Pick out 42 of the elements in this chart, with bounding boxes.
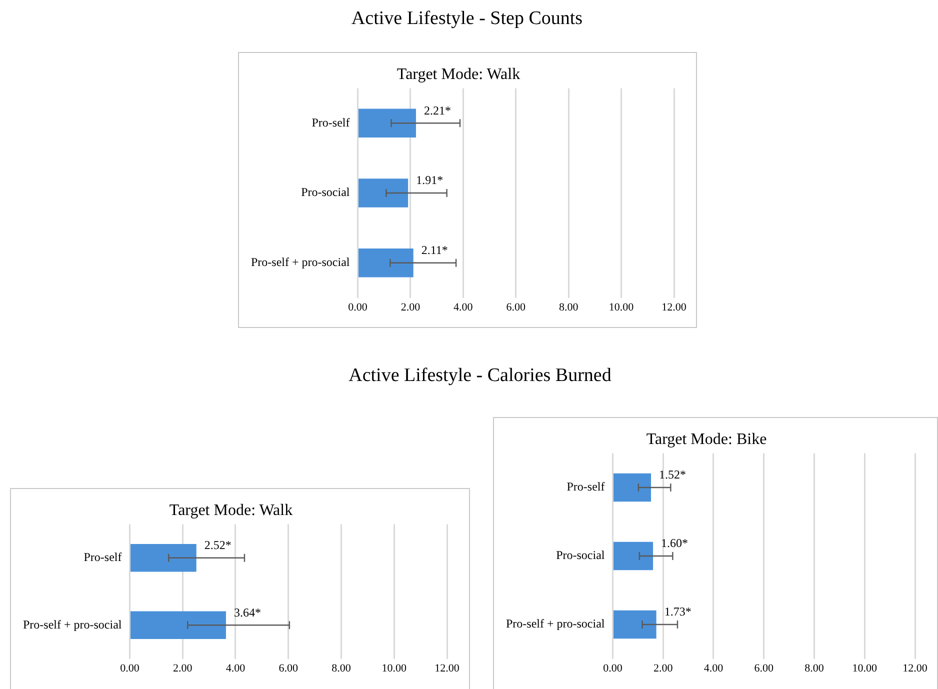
chart-subtitle: Target Mode: Walk <box>169 502 293 519</box>
x-tick-label: 2.00 <box>400 301 421 314</box>
x-tick-label: 12.00 <box>434 662 460 674</box>
x-tick-label: 8.00 <box>332 662 352 674</box>
x-tick-label: 10.00 <box>852 662 878 674</box>
chart-subtitle: Target Mode: Walk <box>396 66 520 83</box>
data-label: 1.91* <box>416 173 444 188</box>
x-tick-label: 6.00 <box>754 662 774 674</box>
x-tick-label: 4.00 <box>704 662 724 674</box>
data-label: 1.52* <box>659 468 686 482</box>
y-tick-label: Pro-self + pro-social <box>22 617 122 632</box>
x-tick-label: 12.00 <box>902 662 928 674</box>
x-tick-label: 6.00 <box>506 301 526 314</box>
data-label: 1.60* <box>661 536 688 550</box>
y-tick-label: Pro-self <box>566 480 605 494</box>
data-label: 2.11* <box>421 243 448 258</box>
data-label: 2.52* <box>204 538 232 552</box>
x-tick-label: 0.00 <box>120 662 140 674</box>
y-tick-label: Pro-self + pro-social <box>250 255 350 270</box>
chart-title: Target Mode: Bike <box>646 430 767 448</box>
y-tick-label: Pro-social <box>556 548 606 562</box>
x-tick-label: 2.00 <box>653 662 674 674</box>
x-tick-label: 12.00 <box>662 301 687 314</box>
x-tick-label: 10.00 <box>608 301 634 314</box>
y-tick-label: Pro-self <box>312 115 350 130</box>
x-tick-label: 0.00 <box>348 301 368 314</box>
x-tick-label: 2.00 <box>172 662 193 674</box>
y-tick-label: Pro-social <box>301 185 350 200</box>
x-tick-label: 8.00 <box>804 662 824 674</box>
x-tick-label: 4.00 <box>454 301 474 314</box>
y-tick-label: Pro-self + pro-social <box>506 616 606 631</box>
x-tick-label: 6.00 <box>278 662 298 674</box>
data-label: 3.64* <box>234 605 261 620</box>
data-label: 2.21* <box>424 103 451 118</box>
data-label: 1.73* <box>664 604 692 619</box>
y-tick-label: Pro-self <box>84 550 122 564</box>
x-tick-label: 0.00 <box>603 662 623 674</box>
x-tick-label: 10.00 <box>382 662 407 674</box>
chart-title: Active Lifestyle - Calories Burned <box>348 365 612 387</box>
x-tick-label: 4.00 <box>226 662 246 674</box>
chart-title: Active Lifestyle - Step Counts <box>350 8 584 30</box>
x-tick-label: 8.00 <box>558 301 579 314</box>
